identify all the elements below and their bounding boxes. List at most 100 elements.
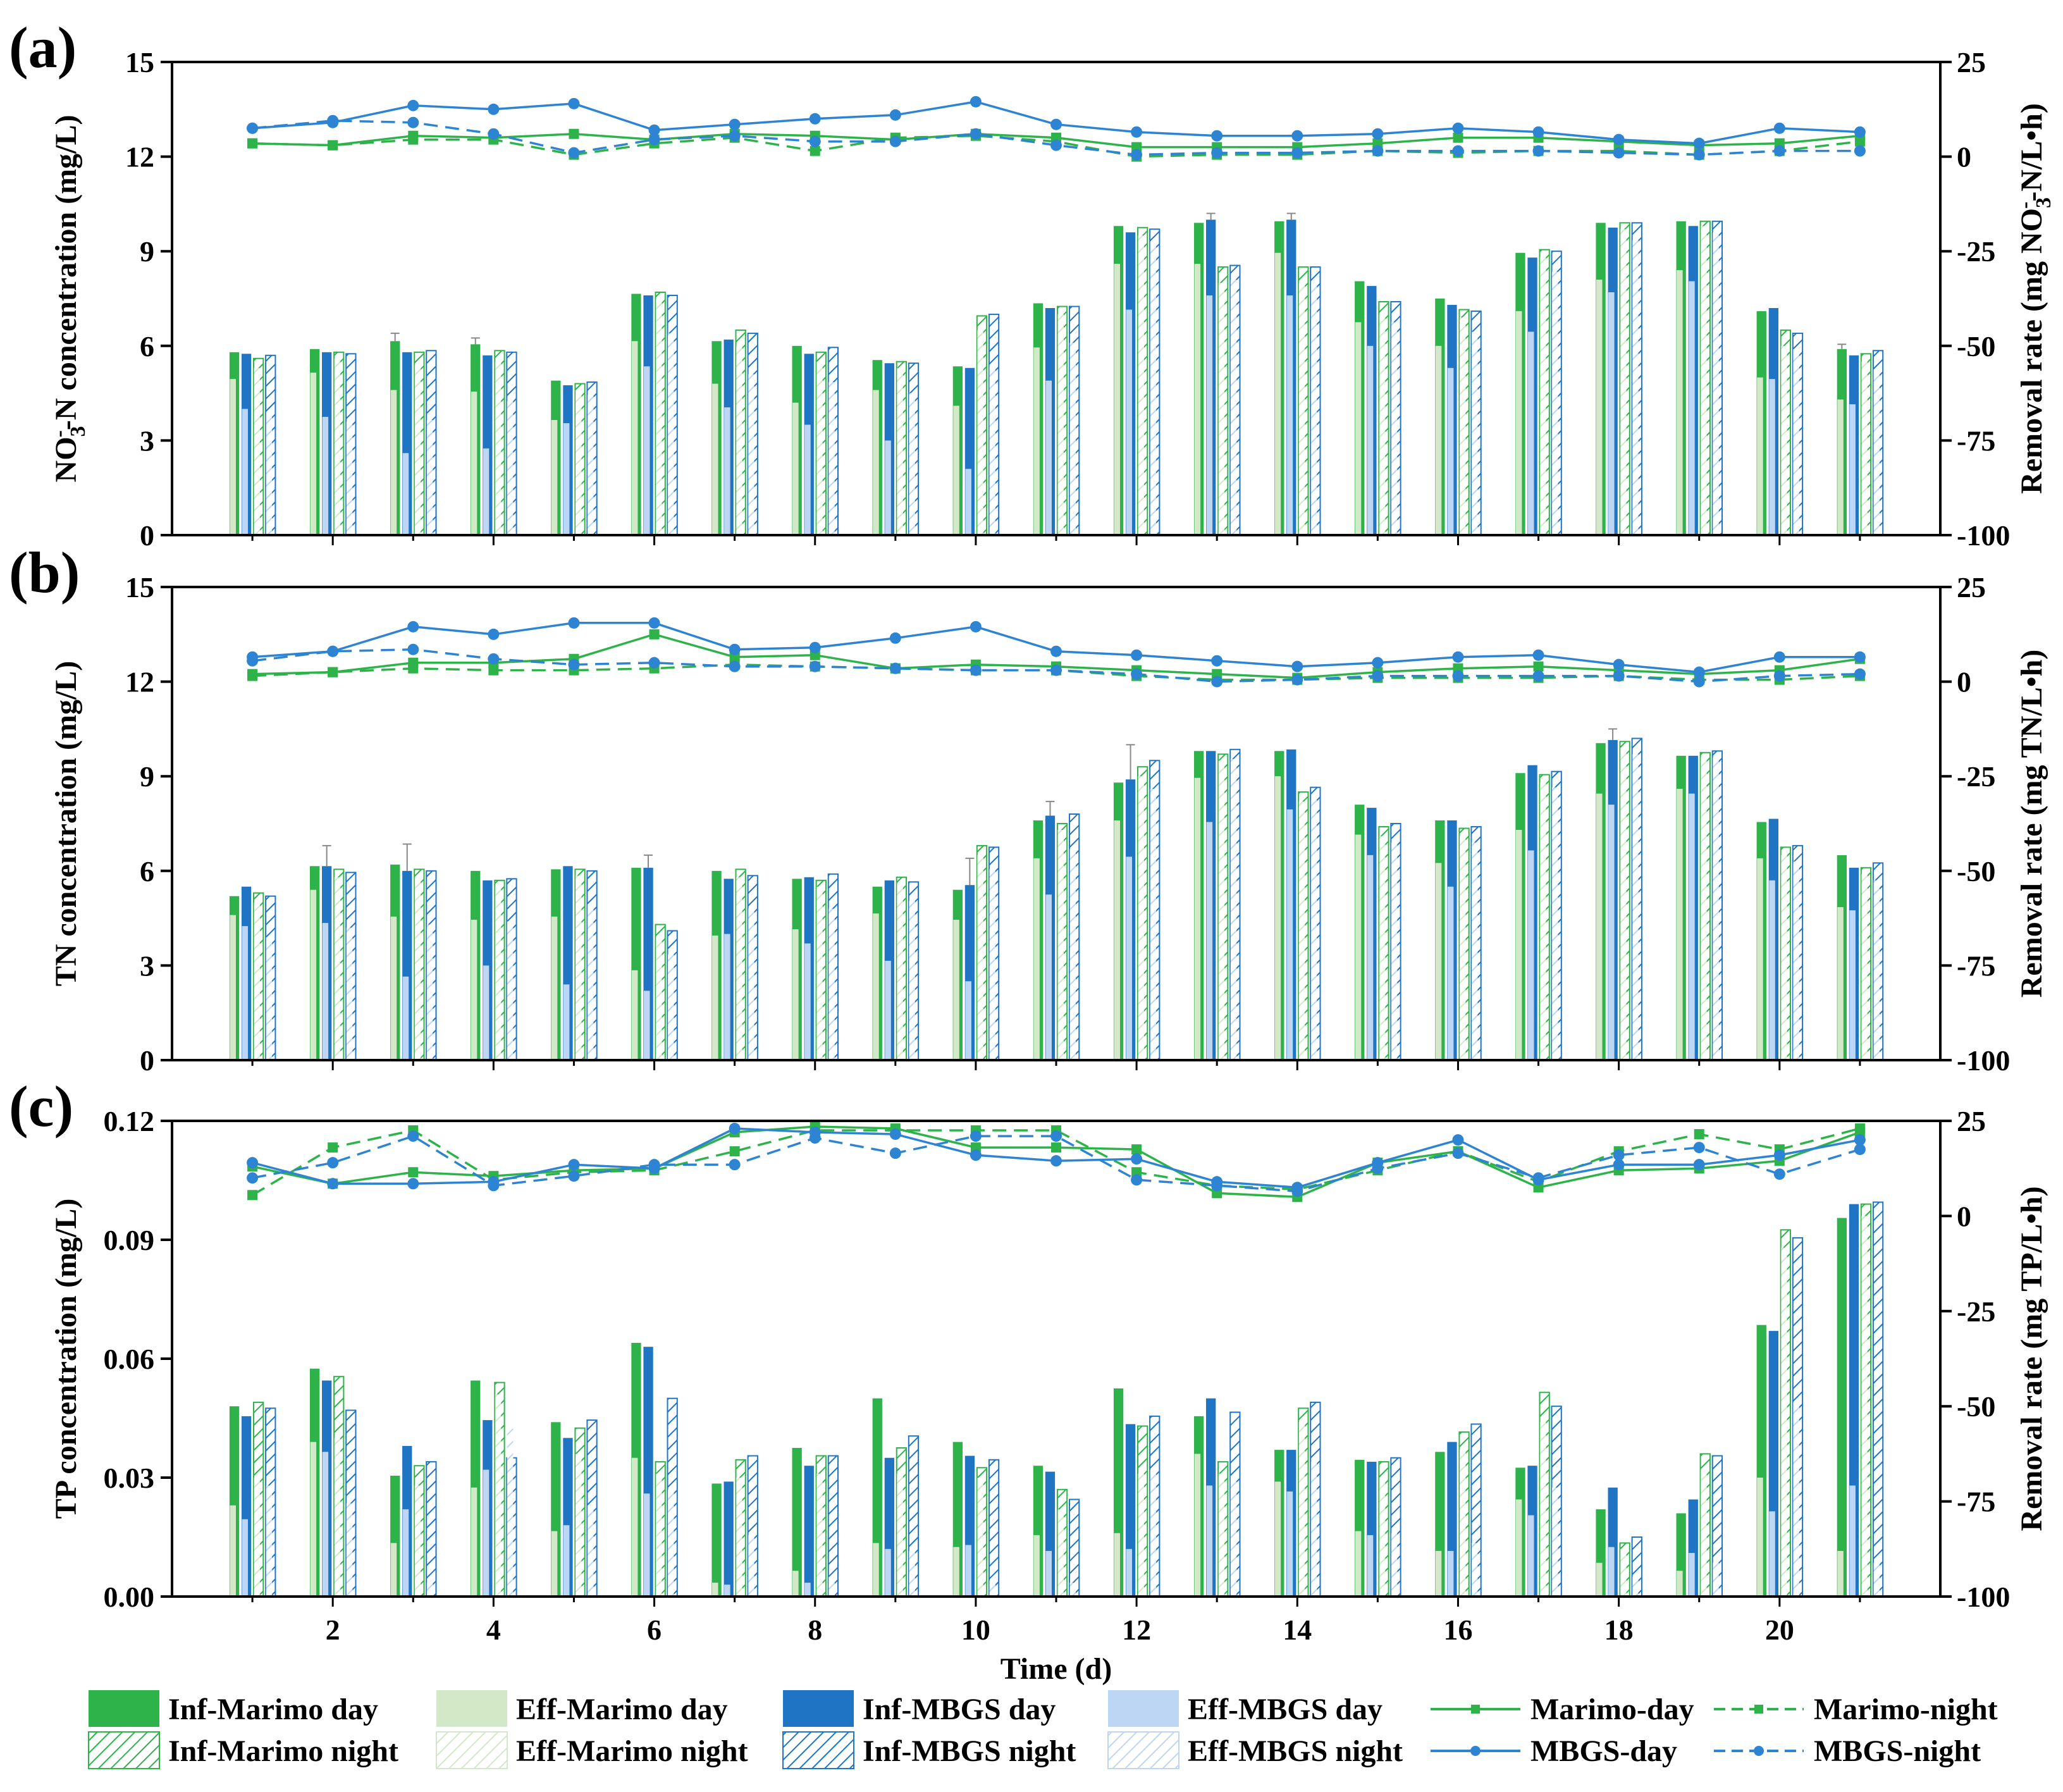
bar — [563, 423, 570, 535]
bar — [495, 361, 502, 535]
bar — [965, 469, 971, 535]
line-marker — [1854, 126, 1866, 138]
line-marker — [408, 134, 419, 145]
legend-item: Marimo-day — [1431, 1693, 1694, 1726]
bar — [804, 1583, 811, 1597]
line-marker — [970, 1149, 982, 1161]
bar — [576, 1454, 582, 1597]
bar — [1540, 782, 1546, 1060]
bar — [254, 368, 261, 535]
x-tick-label: 8 — [808, 1614, 822, 1646]
line-marker — [1452, 145, 1464, 157]
y2-tick-label: 25 — [1957, 1105, 1986, 1137]
line-marker — [568, 658, 580, 670]
line-marker — [327, 114, 339, 127]
line-marker — [729, 643, 741, 655]
bar — [1472, 331, 1478, 535]
bar — [885, 440, 891, 535]
line-marker — [809, 1132, 821, 1144]
line-marker — [729, 118, 741, 130]
bar — [1769, 880, 1775, 1060]
bar — [1286, 295, 1293, 535]
legend-label: Inf-Marimo night — [168, 1734, 398, 1768]
bar — [1837, 907, 1844, 1060]
bar — [390, 917, 397, 1060]
bar — [736, 1478, 742, 1597]
bar — [507, 921, 514, 1060]
bar — [1435, 863, 1442, 1060]
bar — [656, 937, 662, 1060]
bar — [426, 924, 433, 1060]
bar — [1515, 311, 1522, 535]
line-marker — [1532, 670, 1544, 682]
bar — [563, 984, 570, 1060]
bar — [1620, 229, 1627, 535]
bar — [631, 1457, 638, 1597]
bar — [1769, 379, 1775, 535]
legend-item: Inf-Marimo day — [89, 1690, 378, 1727]
bar — [1230, 1475, 1237, 1597]
bar — [644, 366, 650, 535]
bar — [495, 886, 502, 1060]
bar — [1701, 1469, 1707, 1597]
y2-tick-label: -100 — [1957, 519, 2010, 552]
bar — [1460, 1450, 1466, 1597]
bar — [1608, 805, 1615, 1060]
legend-item: Inf-MBGS day — [783, 1690, 1056, 1727]
bar — [402, 1509, 409, 1597]
bar — [1310, 281, 1317, 535]
bar — [828, 908, 835, 1060]
bar — [346, 927, 353, 1060]
y2-tick-label: -50 — [1957, 330, 1995, 362]
bar — [1206, 295, 1213, 535]
legend-label: Eff-Marimo day — [516, 1693, 728, 1726]
line-marker — [1453, 132, 1463, 143]
plot-frame — [171, 586, 1942, 1061]
line-marker — [889, 1147, 901, 1159]
bar — [1781, 345, 1787, 535]
line-marker — [1291, 1185, 1303, 1197]
line-marker — [1693, 1142, 1705, 1154]
panel-3: 0.00 0.03 0.06 0.09 0.12 -100 -75 -50 -25 0 25 2 4 6 8… — [9, 1074, 2048, 1686]
legend-swatch — [782, 1731, 854, 1769]
bar — [724, 934, 730, 1060]
line-marker — [1532, 126, 1544, 138]
y2-tick-label: 0 — [1957, 1200, 1971, 1232]
line-marker — [1773, 1149, 1785, 1161]
line-marker — [1291, 147, 1303, 159]
y-tick-label: 3 — [140, 424, 154, 457]
bar — [668, 1489, 674, 1597]
line-marker — [247, 138, 258, 149]
y-tick-label: 0.12 — [104, 1105, 155, 1137]
line-marker — [488, 103, 500, 115]
bar — [1126, 309, 1132, 535]
bar — [873, 1543, 879, 1597]
bar — [1274, 252, 1281, 535]
bar — [1379, 1478, 1386, 1597]
line-marker — [1533, 661, 1544, 672]
line-marker — [648, 617, 660, 629]
y-tick-label: 15 — [125, 571, 154, 603]
bar — [507, 401, 514, 535]
line-marker — [568, 1170, 580, 1182]
bar — [334, 877, 341, 1060]
bar — [1069, 342, 1076, 535]
line-marker — [1532, 649, 1544, 661]
bar — [390, 1543, 397, 1597]
line-marker — [889, 662, 901, 674]
line-marker — [1613, 147, 1625, 159]
y2-axis-label: Removal rate (mg TP/L•h) — [2015, 1186, 2048, 1531]
bar — [1379, 836, 1386, 1060]
bar — [1218, 1473, 1225, 1597]
bar — [1793, 1402, 1799, 1597]
line-marker — [1131, 668, 1143, 680]
bar — [1713, 757, 1719, 1060]
bar — [471, 1487, 477, 1597]
line-marker — [1693, 1159, 1705, 1171]
bar — [1620, 1548, 1627, 1597]
bar — [816, 1473, 823, 1597]
bar — [736, 877, 742, 1060]
bar — [1620, 748, 1627, 1060]
line-marker — [1854, 651, 1866, 663]
legend-label: Inf-Marimo day — [168, 1693, 378, 1726]
